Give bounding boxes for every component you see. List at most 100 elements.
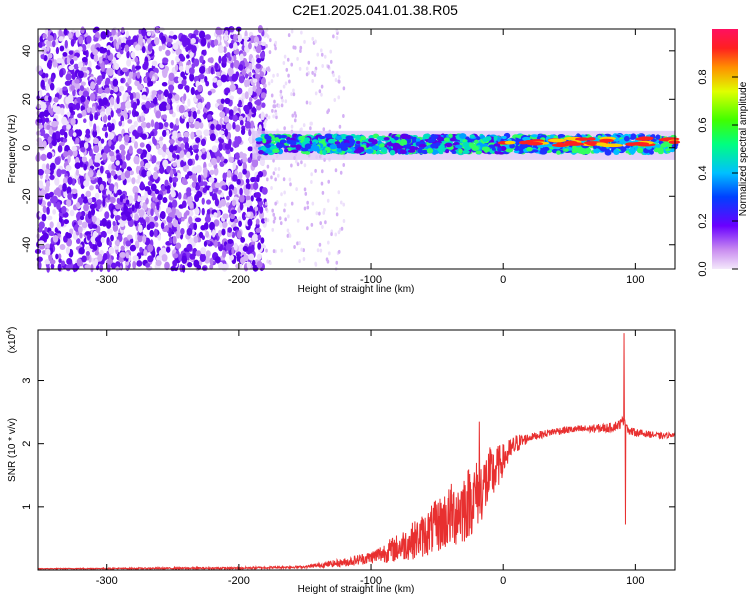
heatmap-cell [431, 150, 438, 155]
heatmap-cell [88, 197, 93, 204]
heatmap-cell [243, 61, 250, 67]
heatmap-cell [159, 136, 164, 141]
heatmap-cell [400, 133, 408, 140]
heatmap-cell [169, 109, 174, 115]
heatmap-cell [225, 149, 231, 155]
heatmap-cell [226, 170, 232, 178]
heatmap-cell [436, 136, 445, 142]
heatmap-cell [187, 110, 192, 118]
heatmap-cell [91, 215, 97, 223]
heatmap-cell [304, 143, 312, 150]
heatmap-cell [310, 172, 313, 177]
heatmap-cell [311, 36, 315, 41]
heatmap-cell [251, 107, 257, 114]
heatmap-cell [198, 73, 205, 80]
heatmap-cell [226, 108, 230, 114]
heatmap-cell [197, 102, 203, 110]
heatmap-cell-peak [629, 142, 650, 146]
heatmap-cell [124, 170, 131, 179]
heatmap-cell [38, 89, 43, 98]
heatmap-cell [139, 181, 145, 190]
heatmap-cell [223, 46, 227, 54]
heatmap-cell [233, 33, 238, 42]
heatmap-cell [326, 198, 330, 203]
heatmap-cell [123, 205, 129, 214]
snr-y-multiplier-exponent: 4 [6, 330, 13, 334]
heatmap-cell [272, 212, 276, 217]
heatmap-cell [62, 86, 68, 91]
heatmap-cell [172, 219, 179, 228]
heatmap-cell [78, 35, 83, 45]
heatmap-cell [147, 80, 154, 87]
heatmap-cell [430, 143, 439, 149]
heatmap-cell [54, 38, 59, 46]
heatmap-cell [202, 187, 207, 194]
heatmap-cell [475, 150, 482, 155]
heatmap-cell [124, 44, 130, 53]
heatmap-cell [270, 93, 274, 98]
heatmap-cell [300, 247, 303, 252]
heatmap-cell [54, 177, 60, 186]
heatmap-cell [272, 73, 275, 78]
heatmap-cell [427, 138, 434, 144]
heatmap-cell [57, 145, 63, 153]
heatmap-cell [53, 136, 57, 145]
heatmap-cell [262, 121, 267, 129]
heatmap-cell [280, 103, 284, 108]
heatmap-cell [108, 31, 112, 37]
heatmap-cell [332, 73, 335, 78]
heatmap-cell [389, 149, 396, 156]
heatmap-cell [209, 257, 214, 266]
heatmap-cell [58, 258, 62, 263]
heatmap-cell [322, 149, 327, 156]
heatmap-cell [167, 152, 173, 161]
heatmap-cell [214, 198, 220, 207]
heatmap-cell [136, 71, 141, 79]
heatmap-cell [116, 189, 123, 196]
snr-series-line [37, 333, 676, 571]
heatmap-cell [125, 153, 131, 161]
heatmap-cell [38, 70, 43, 75]
heatmap-cell [178, 53, 184, 60]
heatmap-cell [186, 151, 191, 159]
heatmap-cell [172, 162, 178, 167]
heatmap-cell [198, 156, 202, 161]
heatmap-cell [217, 229, 222, 237]
heatmap-cell [490, 139, 495, 143]
heatmap-cell [244, 107, 250, 115]
heatmap-cell [120, 172, 126, 181]
heatmap-cell [64, 39, 68, 49]
heatmap-cell [38, 180, 44, 189]
heatmap-cell [218, 104, 224, 111]
heatmap-cell [421, 149, 429, 155]
heatmap-cell [165, 207, 172, 214]
heatmap-cell [57, 263, 62, 272]
heatmap-cell [530, 134, 539, 138]
heatmap-cell [601, 145, 607, 151]
heatmap-cell [200, 138, 206, 147]
heatmap-cell [303, 187, 307, 192]
heatmap-cell [228, 109, 234, 116]
heatmap-cell [146, 31, 152, 37]
heatmap-cell [320, 169, 324, 174]
heatmap-cell [288, 79, 291, 84]
heatmap-cell-peak [556, 142, 565, 146]
heatmap-cell [310, 121, 313, 126]
heatmap-cell [337, 75, 341, 80]
heatmap-cell [63, 219, 69, 225]
heatmap-cell [255, 44, 262, 54]
heatmap-cell [162, 129, 167, 138]
heatmap-cell [201, 197, 205, 205]
heatmap-cell [242, 245, 249, 252]
heatmap-cell [68, 65, 75, 71]
heatmap-cell [183, 131, 190, 138]
heatmap-cell [178, 65, 184, 72]
heatmap-cell [160, 210, 166, 220]
heatmap-cell [185, 174, 190, 180]
heatmap-cell [630, 133, 637, 140]
heatmap-cell [85, 190, 92, 198]
heatmap-cell [216, 156, 221, 163]
heatmap-cell [262, 138, 267, 144]
heatmap-cell [604, 149, 612, 156]
snr-x-tick-label: 0 [500, 575, 506, 587]
